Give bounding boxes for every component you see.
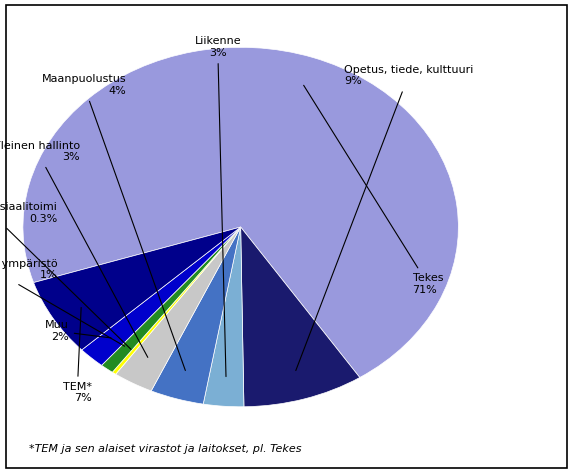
- Text: TEM*
7%: TEM* 7%: [62, 307, 92, 403]
- Text: Maanpuolustus
4%: Maanpuolustus 4%: [41, 74, 185, 370]
- Wedge shape: [23, 47, 458, 377]
- Text: *TEM ja sen alaiset virastot ja laitokset, pl. Tekes: *TEM ja sen alaiset virastot ja laitokse…: [29, 444, 301, 454]
- Wedge shape: [101, 227, 241, 372]
- Wedge shape: [82, 227, 241, 365]
- Text: Liikenne
3%: Liikenne 3%: [194, 36, 241, 377]
- Text: Asuminen ja ympäristö
1%: Asuminen ja ympäristö 1%: [0, 259, 124, 346]
- Text: Terveys- ja sosiaalitoimi
0.3%: Terveys- ja sosiaalitoimi 0.3%: [0, 202, 131, 350]
- Text: Yleinen hallinto
3%: Yleinen hallinto 3%: [0, 140, 148, 358]
- Text: Muu
2%: Muu 2%: [45, 320, 111, 342]
- Text: Opetus, tiede, kulttuuri
9%: Opetus, tiede, kulttuuri 9%: [296, 65, 473, 370]
- Wedge shape: [112, 227, 241, 374]
- Wedge shape: [34, 227, 241, 350]
- Wedge shape: [151, 227, 241, 404]
- Wedge shape: [116, 227, 241, 391]
- Text: Tekes
71%: Tekes 71%: [304, 85, 443, 295]
- Wedge shape: [241, 227, 360, 407]
- Wedge shape: [203, 227, 244, 407]
